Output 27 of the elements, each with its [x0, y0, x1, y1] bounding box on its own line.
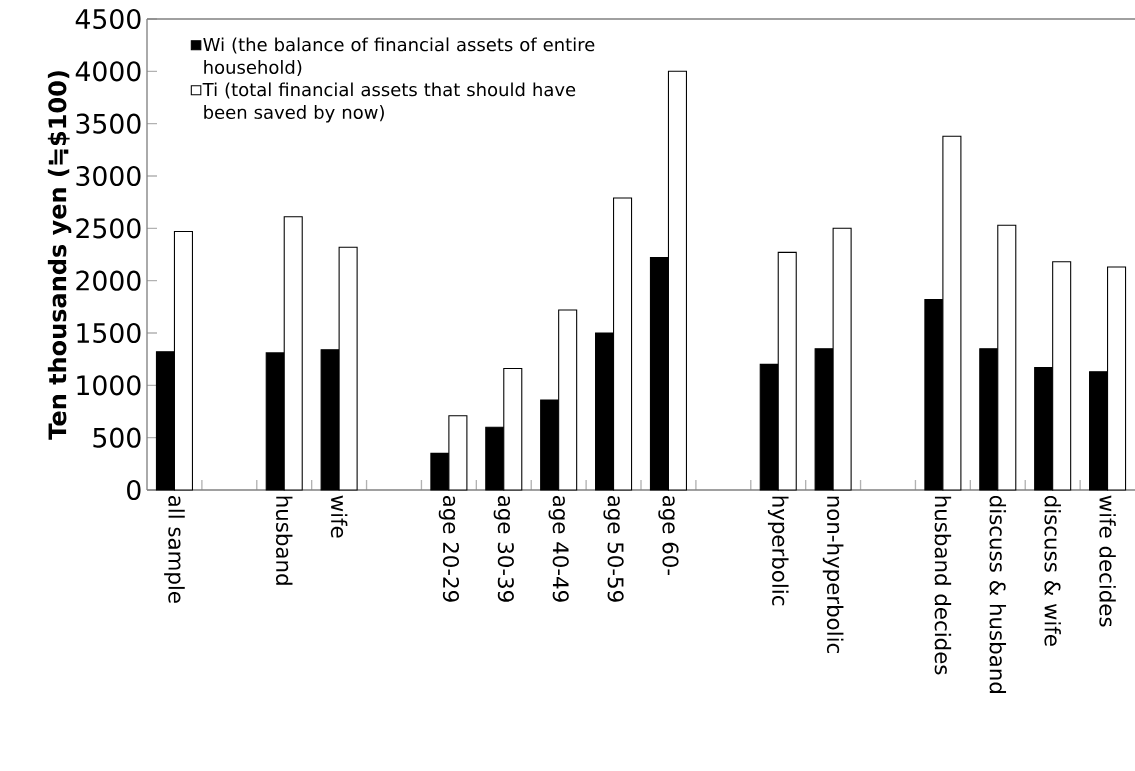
x-tick-label: hyperbolic [767, 496, 789, 606]
y-axis-title: Ten thousands yen (≒$100) [47, 71, 72, 440]
x-tick-label: age 30-39 [493, 495, 514, 602]
y-tick-label: 1500 [77, 322, 141, 344]
y-tick-label: 2000 [76, 270, 141, 291]
y-tick-label: 4500 [75, 8, 141, 30]
y-tick-label: 1000 [77, 375, 141, 396]
x-tick-label: age 40-49 [548, 495, 569, 602]
legend-label: Ti (total financial assets that should have been saved by now) [202, 82, 576, 123]
legend-label: Wi (the balance of financial assets of entire household) [203, 37, 595, 77]
x-tick-label: age 50-59 [603, 495, 624, 602]
x-tick-label: husband [275, 496, 293, 585]
x-tick-label: non-hyperbolic [822, 496, 844, 653]
x-tick-label: all sample [164, 495, 185, 603]
x-tick-label: age 20-29 [438, 495, 460, 602]
y-tick-label: 2500 [76, 218, 141, 239]
y-tick-label: 3000 [76, 165, 141, 187]
x-tick-label: wife [330, 495, 348, 538]
x-tick-label: discuss & wife [1044, 495, 1061, 646]
x-tick-label: wife decides [1099, 495, 1116, 627]
x-tick-label: age 60- [658, 495, 679, 575]
y-tick-label: 3500 [76, 113, 141, 134]
x-tick-label: husband decides [934, 496, 952, 675]
y-tick-label: 500 [93, 427, 141, 448]
x-tick-label: discuss & husband [989, 495, 1007, 693]
y-tick-label: 4000 [75, 61, 141, 82]
y-tick-label: 0 [127, 479, 141, 501]
